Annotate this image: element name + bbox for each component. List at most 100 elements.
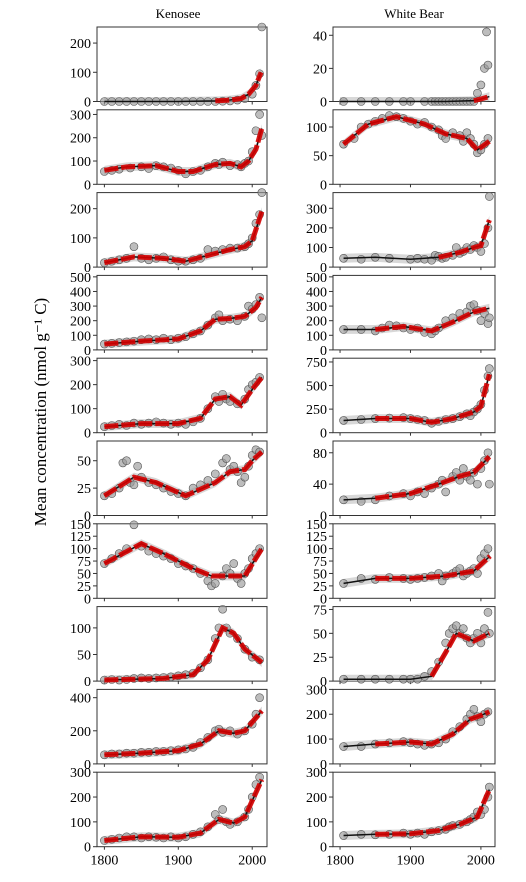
significant-change-segment: [374, 454, 492, 501]
y-tick-label: 150: [306, 518, 327, 533]
y-tick-label: 750: [306, 356, 327, 371]
y-tick-label: 75: [313, 555, 327, 570]
confidence-band: [104, 539, 262, 581]
panel-white-bear-2: 0 50 100: [306, 109, 496, 193]
y-tick-label: 200: [306, 791, 327, 806]
data-point: [485, 313, 494, 323]
y-tick-label: 200: [70, 203, 91, 218]
panel-white-bear-1: 0 20 40: [313, 26, 496, 111]
significant-change-segment: [375, 373, 492, 425]
y-tick-label: 500: [306, 271, 327, 286]
y-tick-label: 100: [306, 241, 327, 256]
panel-kenosee-10: 0 100 200 300 1800 1900 2000: [70, 766, 268, 869]
y-tick-label: 50: [313, 567, 327, 582]
y-tick-label: 200: [70, 725, 91, 740]
y-tick-label: 200: [306, 708, 327, 723]
y-axis-label: Mean concentration (nmol g⁻¹ C): [31, 298, 50, 526]
significant-change-segment: [375, 788, 492, 837]
y-tick-label: 400: [70, 692, 91, 707]
significant-change-segment: [104, 709, 264, 758]
y-tick-label: 100: [306, 543, 327, 558]
y-tick-label: 0: [84, 841, 91, 856]
y-tick-label: 0: [84, 510, 91, 525]
data-point: [483, 544, 493, 553]
y-tick-label: 50: [313, 627, 327, 642]
y-tick-label: 500: [306, 380, 327, 395]
data-point: [476, 80, 486, 90]
y-tick-label: 0: [320, 96, 327, 111]
data-point: [459, 624, 468, 633]
data-point: [255, 110, 264, 119]
panel-kenosee-2: 0 100 200 300: [70, 108, 268, 193]
y-tick-label: 100: [70, 232, 91, 247]
y-tick-label: 100: [306, 121, 327, 136]
significant-change-segment: [341, 114, 491, 154]
panel-kenosee-3: 0 100 200: [70, 188, 268, 276]
y-tick-label: 0: [84, 344, 91, 359]
y-tick-label: 0: [84, 261, 91, 276]
panel-frame: [332, 688, 496, 765]
panel-kenosee-1: 0 100 200: [70, 22, 268, 111]
data-point: [485, 364, 494, 373]
data-point: [122, 456, 131, 466]
data-point: [133, 461, 142, 471]
data-point: [218, 604, 227, 614]
data-point: [485, 192, 494, 201]
significant-change-segment: [103, 540, 264, 579]
y-tick-label: 0: [84, 427, 91, 442]
significant-change-segment: [104, 624, 264, 683]
y-tick-label: 300: [306, 683, 327, 698]
y-tick-label: 100: [306, 329, 327, 344]
significant-change-segment: [215, 71, 264, 104]
y-tick-label: 50: [77, 567, 91, 582]
data-point: [218, 805, 227, 814]
y-tick-label: 300: [70, 300, 91, 315]
y-tick-label: 200: [70, 315, 91, 330]
y-tick-label: 20: [313, 62, 327, 77]
data-point: [473, 88, 482, 98]
y-tick-label: 200: [306, 222, 327, 237]
significant-change-segment: [375, 305, 490, 334]
y-tick-label: 200: [70, 379, 91, 394]
significant-change-segment: [375, 554, 492, 581]
y-tick-label: 25: [77, 482, 91, 497]
y-tick-label: 0: [320, 592, 327, 607]
y-tick-label: 0: [320, 427, 327, 442]
significant-change-segment: [104, 778, 265, 843]
panel-white-bear-6: 0 40 80: [313, 440, 496, 525]
x-tick-label: 1800: [326, 854, 354, 869]
y-tick-label: 300: [306, 300, 327, 315]
y-tick-label: 0: [320, 344, 327, 359]
y-tick-label: 0: [84, 758, 91, 773]
panel-kenosee-9: 0 200 400: [70, 688, 268, 773]
x-tick-label: 1900: [396, 854, 424, 869]
y-tick-label: 100: [70, 403, 91, 418]
significant-change-segment: [103, 450, 264, 499]
panel-kenosee-8: 0 50 100: [70, 604, 268, 690]
column-title-white-bear: White Bear: [384, 6, 444, 21]
y-tick-label: 100: [70, 622, 91, 637]
panel-white-bear-5: 0 250 500 750: [306, 356, 496, 442]
y-tick-label: 25: [313, 580, 327, 595]
y-tick-label: 0: [84, 675, 91, 690]
y-tick-label: 40: [313, 29, 327, 44]
x-tick-label: 1800: [90, 854, 118, 869]
panel-kenosee-5: 0 100 200 300: [70, 355, 268, 442]
data-point: [129, 480, 139, 490]
data-point: [455, 564, 465, 573]
y-tick-label: 75: [313, 603, 327, 618]
y-tick-label: 0: [84, 592, 91, 607]
y-tick-label: 100: [306, 816, 327, 831]
y-tick-label: 400: [306, 285, 327, 300]
panel-white-bear-8: 0 25 50 75: [313, 603, 496, 690]
data-point: [222, 454, 231, 463]
y-tick-label: 125: [306, 530, 327, 545]
y-tick-label: 50: [77, 648, 91, 663]
y-tick-label: 300: [306, 766, 327, 781]
data-point: [257, 188, 267, 197]
y-tick-label: 0: [320, 261, 327, 276]
confidence-band: [104, 623, 262, 682]
